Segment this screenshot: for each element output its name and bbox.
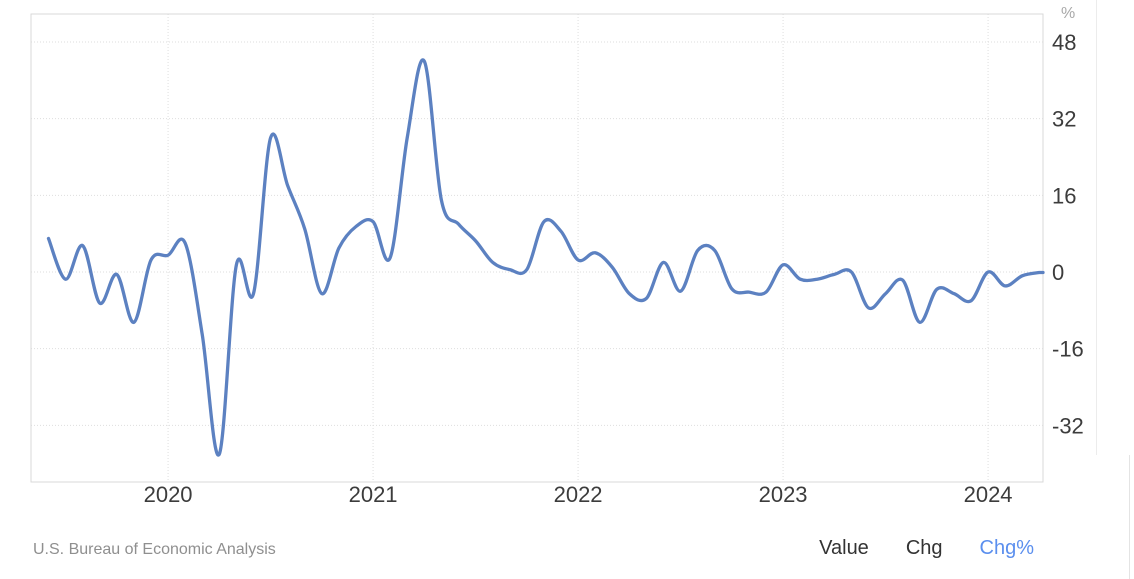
y-axis-unit-label: % bbox=[1061, 5, 1075, 22]
source-attribution[interactable]: U.S. Bureau of Economic Analysis bbox=[33, 541, 276, 558]
display-mode-toggle: Value Chg Chg% bbox=[819, 537, 1034, 560]
page-divider-lower bbox=[1129, 455, 1130, 579]
y-tick-label: -32 bbox=[1052, 413, 1084, 438]
mode-chg-button[interactable]: Chg bbox=[905, 537, 943, 559]
mode-value-button[interactable]: Value bbox=[819, 537, 869, 559]
mode-chgpct-button[interactable]: Chg% bbox=[979, 537, 1034, 559]
plot-border bbox=[30, 13, 1044, 483]
x-tick-label: 2023 bbox=[759, 482, 808, 507]
data-series-line[interactable] bbox=[46, 58, 1045, 457]
x-tick-label: 2021 bbox=[349, 482, 398, 507]
y-tick-label: 0 bbox=[1052, 260, 1064, 285]
page-divider-upper bbox=[1096, 0, 1097, 455]
x-tick-label: 2024 bbox=[964, 482, 1013, 507]
y-tick-label: 16 bbox=[1052, 183, 1076, 208]
y-tick-label: -16 bbox=[1052, 337, 1084, 362]
x-tick-label: 2022 bbox=[554, 482, 603, 507]
y-tick-label: 32 bbox=[1052, 107, 1076, 132]
x-tick-label: 2020 bbox=[144, 482, 193, 507]
y-tick-label: 48 bbox=[1052, 30, 1076, 55]
